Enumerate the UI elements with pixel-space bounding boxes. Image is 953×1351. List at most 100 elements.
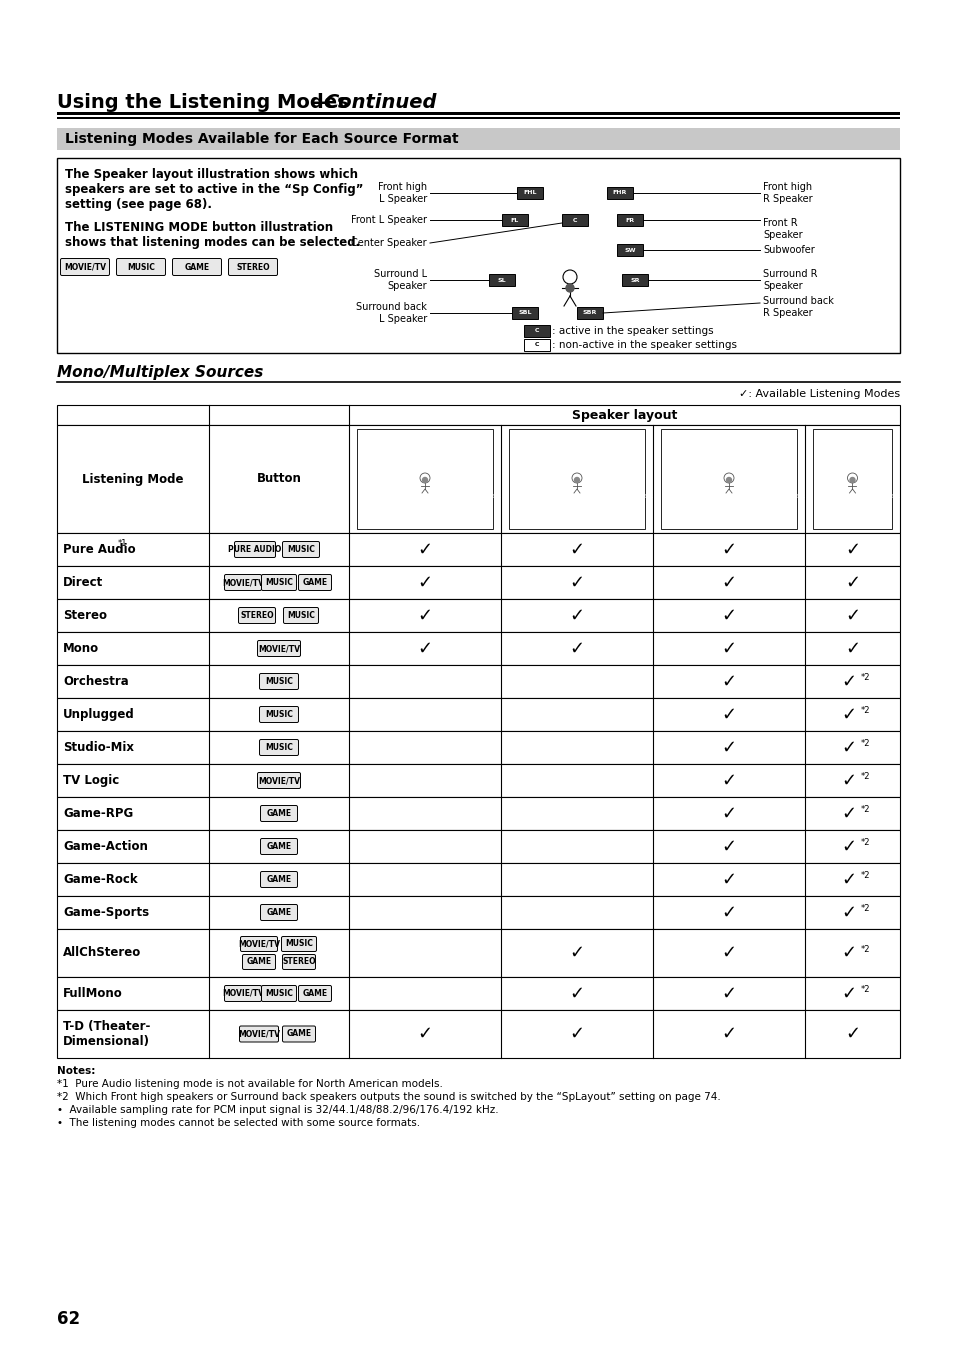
Text: Using the Listening Modes: Using the Listening Modes: [57, 93, 348, 112]
Text: ✓: ✓: [720, 771, 736, 789]
Bar: [356, 430, 493, 530]
Text: Button: Button: [256, 473, 301, 485]
Text: ✓: ✓: [720, 985, 736, 1002]
Text: ✓: ✓: [720, 540, 736, 558]
Text: MOVIE/TV: MOVIE/TV: [257, 644, 299, 653]
Text: *1  Pure Audio listening mode is not available for North American models.: *1 Pure Audio listening mode is not avai…: [57, 1079, 442, 1089]
Circle shape: [422, 477, 427, 482]
Text: C: C: [726, 447, 730, 453]
Text: C: C: [535, 343, 538, 347]
Text: FL: FL: [517, 447, 522, 453]
Bar: [617, 213, 642, 226]
FancyBboxPatch shape: [283, 608, 318, 624]
Text: GAME: GAME: [286, 1029, 312, 1039]
Text: The LISTENING MODE button illustration: The LISTENING MODE button illustration: [65, 222, 333, 234]
Text: ✓: Available Listening Modes: ✓: Available Listening Modes: [739, 389, 899, 399]
Circle shape: [849, 477, 854, 482]
Bar: [57, 598, 899, 632]
Text: FHR: FHR: [779, 435, 788, 439]
Bar: [475, 474, 491, 482]
Text: shows that listening modes can be selected.: shows that listening modes can be select…: [65, 236, 360, 249]
Text: Direct: Direct: [63, 576, 103, 589]
Text: FL: FL: [365, 447, 371, 453]
Bar: [57, 632, 899, 665]
Bar: [623, 492, 641, 500]
Text: The Speaker layout illustration shows which: The Speaker layout illustration shows wh…: [65, 168, 357, 181]
Bar: [509, 430, 644, 530]
Text: ✓: ✓: [720, 673, 736, 690]
Text: GAME: GAME: [266, 875, 292, 884]
Bar: [57, 405, 899, 426]
Text: C: C: [575, 447, 578, 453]
Bar: [523, 326, 550, 336]
Text: *1: *1: [118, 539, 128, 549]
Text: Orchestra: Orchestra: [63, 676, 129, 688]
Bar: [57, 112, 899, 115]
Bar: [577, 307, 602, 319]
Bar: [775, 492, 793, 500]
Text: Unplugged: Unplugged: [63, 708, 134, 721]
Text: MUSIC: MUSIC: [287, 611, 314, 620]
Text: Continued: Continued: [324, 93, 436, 112]
Text: Surround R
Speaker: Surround R Speaker: [762, 269, 817, 290]
Text: 62: 62: [57, 1310, 80, 1328]
Bar: [57, 1011, 899, 1058]
Bar: [662, 474, 679, 482]
Bar: [663, 434, 683, 440]
Bar: [359, 434, 379, 440]
Text: GAME: GAME: [246, 958, 272, 966]
Text: *2: *2: [860, 944, 869, 954]
Text: FHL: FHL: [669, 435, 678, 439]
Bar: [57, 929, 899, 977]
Text: FR: FR: [478, 447, 484, 453]
Text: ✓: ✓: [417, 574, 432, 592]
Text: ✓: ✓: [569, 574, 584, 592]
Text: SBR: SBR: [795, 493, 805, 499]
FancyBboxPatch shape: [282, 542, 319, 558]
FancyBboxPatch shape: [224, 574, 261, 590]
Text: SL: SL: [820, 476, 825, 481]
Bar: [57, 797, 899, 830]
Text: GAME: GAME: [266, 842, 292, 851]
Text: ✓: ✓: [840, 705, 855, 724]
Text: SR: SR: [631, 476, 638, 481]
Text: SBR: SBR: [582, 311, 597, 316]
Bar: [621, 274, 647, 286]
Text: Front R
Speaker: Front R Speaker: [762, 218, 801, 239]
Text: Studio-Mix: Studio-Mix: [63, 740, 133, 754]
Bar: [57, 566, 899, 598]
FancyBboxPatch shape: [234, 542, 275, 558]
Bar: [470, 434, 490, 440]
Text: GAME: GAME: [266, 809, 292, 817]
Text: : non-active in the speaker settings: : non-active in the speaker settings: [552, 340, 737, 350]
Text: Mono: Mono: [63, 642, 99, 655]
Bar: [660, 430, 796, 530]
Bar: [57, 128, 899, 150]
FancyBboxPatch shape: [298, 985, 331, 1001]
Text: MOVIE/TV: MOVIE/TV: [237, 1029, 280, 1039]
Text: ✓: ✓: [720, 607, 736, 624]
Text: FL: FL: [669, 447, 674, 453]
Text: GAME: GAME: [184, 262, 210, 272]
Text: •  Available sampling rate for PCM input signal is 32/44.1/48/88.2/96/176.4/192 : • Available sampling rate for PCM input …: [57, 1105, 498, 1115]
Text: MUSIC: MUSIC: [265, 578, 293, 586]
Bar: [870, 492, 888, 500]
Circle shape: [726, 477, 731, 482]
Text: AllChStereo: AllChStereo: [63, 947, 141, 959]
FancyBboxPatch shape: [257, 640, 300, 657]
Text: ✓: ✓: [720, 1025, 736, 1043]
Bar: [57, 977, 899, 1011]
Text: T-D (Theater-
Dimensional): T-D (Theater- Dimensional): [63, 1020, 151, 1048]
Text: *2: *2: [860, 739, 869, 748]
Text: SL: SL: [516, 476, 521, 481]
Text: SBL: SBL: [364, 493, 374, 499]
FancyBboxPatch shape: [260, 805, 297, 821]
Text: ✓: ✓: [720, 639, 736, 658]
FancyBboxPatch shape: [238, 608, 275, 624]
Bar: [778, 446, 793, 454]
Bar: [57, 698, 899, 731]
Text: SBR: SBR: [890, 493, 900, 499]
FancyBboxPatch shape: [260, 905, 297, 920]
Text: C: C: [572, 218, 577, 223]
Text: C: C: [423, 447, 426, 453]
